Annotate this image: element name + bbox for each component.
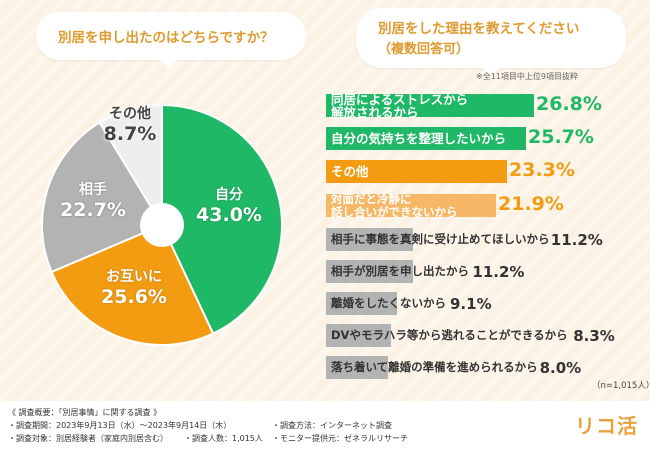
bar-label-1: 自分の気持ちを整理したいから bbox=[331, 132, 506, 145]
footer-period: ・調査期間：2023年9月13日（水）〜2023年9月14日（木） bbox=[8, 421, 232, 430]
pie-slice-other bbox=[98, 103, 163, 229]
bar-0 bbox=[326, 94, 534, 117]
pie-slice-self bbox=[161, 103, 283, 335]
pie-label-mutual: お互いに 25.6% bbox=[94, 266, 174, 308]
bar-value-0: 26.8% bbox=[536, 93, 602, 115]
bar-question-pill-tail bbox=[483, 68, 499, 76]
sample-size-note: （n=1,015人） bbox=[592, 381, 650, 391]
pie-label-other-name: その他 bbox=[109, 106, 151, 122]
bar-2 bbox=[326, 160, 507, 183]
bar-label-line: DVやモラハラ等から逃れることができるから bbox=[331, 328, 568, 342]
bar-value-5: 11.2% bbox=[472, 263, 525, 281]
bar-label-line: 解放されるから bbox=[331, 105, 419, 120]
pie-question-pill bbox=[36, 12, 306, 60]
pie-label-self-name: 自分 bbox=[215, 187, 243, 203]
pie-title: 別居を申し出たのはどちらですか？ bbox=[58, 30, 274, 46]
bar-label-7: DVやモラハラ等から逃れることができるから bbox=[331, 329, 568, 342]
bar-label-5: 相手が別居を申し出たから bbox=[331, 265, 469, 278]
bar-label-line: 相手に事態を真剣に受け止めてほしいから bbox=[331, 232, 550, 246]
bar-label-4: 相手に事態を真剣に受け止めてほしいから bbox=[331, 233, 550, 246]
bar-subtitle: （複数回答可） bbox=[378, 42, 470, 57]
bar-value-4: 11.2% bbox=[550, 231, 603, 249]
pie-label-mutual-value: 25.6% bbox=[101, 286, 167, 308]
bar-label-0: 同居によるストレスから 解放されるから bbox=[331, 93, 468, 119]
footer-overview: 《 調査概要：「別居事情」に関する調査 》 bbox=[8, 408, 162, 417]
bar-label-8: 落ち着いて離婚の準備を進められるから bbox=[331, 361, 538, 374]
pie-label-self-value: 43.0% bbox=[196, 204, 262, 226]
bar-value-1: 25.7% bbox=[528, 126, 594, 148]
pie-label-other: その他 8.7% bbox=[100, 103, 160, 145]
bar-value-7: 8.3% bbox=[573, 327, 615, 345]
bar-value-3: 21.9% bbox=[498, 193, 564, 215]
pie-label-partner-name: 相手 bbox=[79, 182, 107, 198]
bar-label-line: 自分の気持ちを整理したいから bbox=[331, 131, 507, 146]
footer-provider: ・モニター提供元：ゼネラルリサーチ bbox=[272, 434, 408, 443]
bar-label-line: 相手が別居を申し出たから bbox=[331, 264, 469, 278]
bar-value-2: 23.3% bbox=[509, 159, 575, 181]
bar-question-pill bbox=[356, 8, 626, 68]
bar-7 bbox=[326, 324, 391, 347]
footer-target: ・調査対象：別居経験者（家庭内別居含む） bbox=[8, 434, 168, 443]
brand-logo: リコ活 bbox=[575, 414, 638, 438]
bar-value-6: 9.1% bbox=[450, 295, 492, 313]
pie-label-mutual-name: お互いに bbox=[106, 269, 162, 285]
pie-label-partner-value: 22.7% bbox=[60, 199, 126, 221]
bar-label-line: 話し合いができないから bbox=[331, 205, 458, 219]
pie-center-hole bbox=[140, 203, 184, 247]
bar-label-line: 対面だと冷静に bbox=[331, 192, 412, 206]
footer-count: ・調査人数：1,015人 bbox=[184, 434, 263, 443]
bar-label-3: 対面だと冷静に 話し合いができないから bbox=[331, 193, 458, 219]
pie-slice-partner bbox=[41, 121, 164, 274]
pie-label-partner: 相手 22.7% bbox=[58, 179, 128, 221]
footer bbox=[0, 401, 650, 450]
bar-label-line: その他 bbox=[331, 164, 369, 179]
bar-1 bbox=[326, 127, 526, 150]
pie-label-self: 自分 43.0% bbox=[194, 184, 264, 226]
bar-3 bbox=[326, 194, 496, 217]
bar-label-line: 同居によるストレスから bbox=[331, 92, 469, 107]
footer-method: ・調査方法：インターネット調査 bbox=[272, 421, 392, 430]
bar-note: ※全11項目中上位9項目抜粋 bbox=[476, 72, 578, 81]
bar-label-6: 離婚をしたくないから bbox=[331, 297, 446, 310]
bar-5 bbox=[326, 260, 413, 283]
bar-label-2: その他 bbox=[331, 165, 369, 178]
bar-title: 別居をした理由を教えてください bbox=[378, 21, 580, 37]
pie-question-pill-tail bbox=[161, 60, 177, 68]
bar-4 bbox=[326, 228, 413, 251]
bar-label-line: 落ち着いて離婚の準備を進められるから bbox=[331, 360, 538, 374]
bar-6 bbox=[326, 292, 397, 315]
pie-label-other-value: 8.7% bbox=[103, 123, 157, 145]
bar-value-8: 8.0% bbox=[539, 359, 582, 377]
bar-8 bbox=[326, 356, 388, 379]
bar-label-line: 離婚をしたくないから bbox=[331, 296, 446, 310]
